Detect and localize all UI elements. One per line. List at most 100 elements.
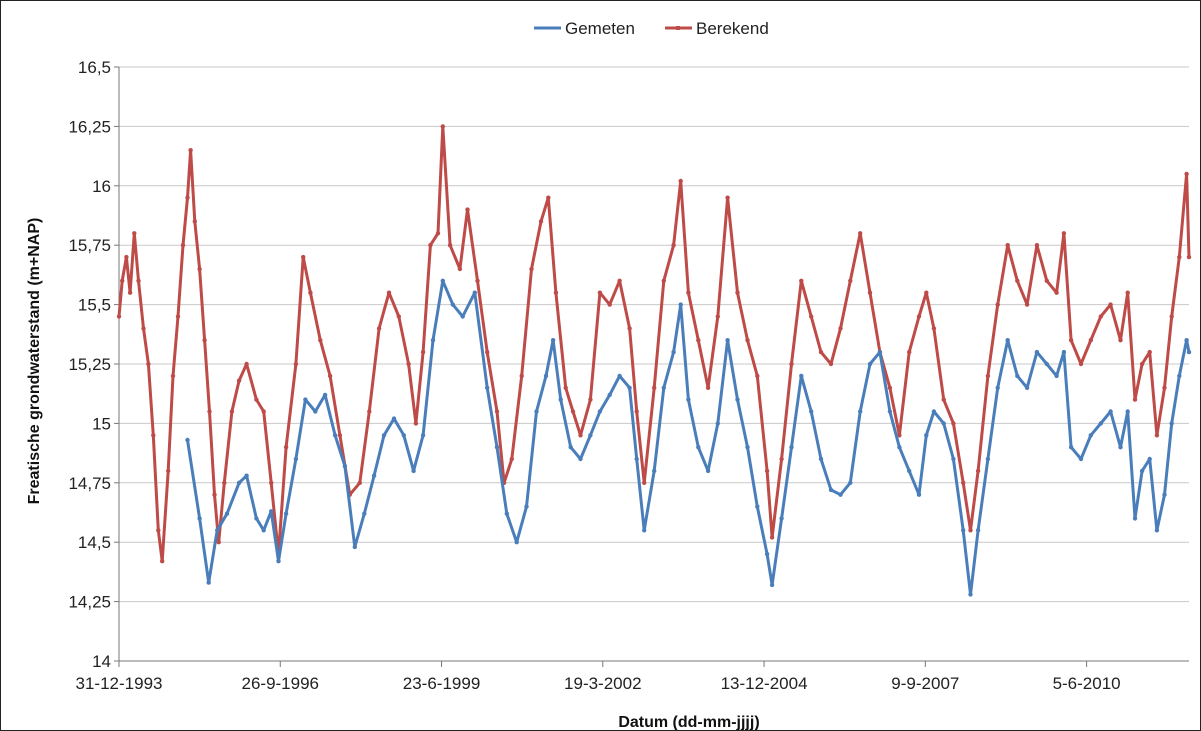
data-point-gemeten	[342, 464, 348, 469]
data-point-berekend	[1068, 338, 1074, 343]
data-point-berekend	[180, 243, 186, 248]
data-point-gemeten	[652, 468, 657, 474]
data-point-gemeten	[362, 511, 367, 516]
data-point-berekend	[818, 349, 824, 355]
data-point-gemeten	[924, 433, 929, 438]
data-point-gemeten	[1184, 338, 1189, 343]
data-point-berekend	[553, 290, 559, 295]
data-point-berekend	[789, 361, 794, 367]
data-point-berekend	[848, 278, 853, 283]
data-point-berekend	[705, 385, 711, 390]
data-point-gemeten	[215, 528, 220, 533]
data-point-gemeten	[848, 480, 853, 485]
data-point-gemeten	[686, 397, 691, 402]
data-point-berekend	[764, 468, 770, 474]
y-tick-label: 15,5	[78, 296, 111, 315]
data-point-gemeten	[916, 492, 922, 497]
data-point-gemeten	[818, 456, 824, 462]
data-point-berekend	[755, 373, 760, 379]
data-point-berekend	[828, 361, 834, 367]
data-point-gemeten	[352, 544, 357, 550]
data-point-gemeten	[261, 528, 266, 533]
data-point-berekend	[485, 349, 490, 355]
y-tick-label: 14,5	[78, 533, 111, 552]
axes: 14 14,25 14,5 14,75 15 15,25 15,5 15,75 16 16,25 1…	[68, 58, 1189, 693]
data-point-berekend	[146, 361, 151, 367]
data-point-berekend	[1015, 278, 1020, 283]
data-point-gemeten	[254, 516, 259, 521]
data-point-gemeten	[877, 349, 883, 355]
data-point-gemeten	[858, 409, 863, 414]
data-point-gemeten	[1088, 433, 1094, 438]
series-line-gemeten	[186, 279, 1191, 596]
data-point-gemeten	[504, 511, 509, 516]
data-point-berekend	[185, 195, 190, 200]
data-point-gemeten	[558, 397, 563, 402]
data-point-berekend	[1139, 361, 1145, 367]
data-point-berekend	[799, 278, 804, 283]
data-point-berekend	[985, 373, 991, 379]
y-tick-label: 14,25	[68, 593, 111, 612]
data-point-gemeten	[661, 385, 666, 390]
data-point-berekend	[1034, 243, 1040, 248]
data-point-gemeten	[401, 433, 406, 438]
data-point-gemeten	[332, 433, 338, 438]
data-point-berekend	[627, 326, 632, 331]
data-point-berekend	[1125, 290, 1130, 295]
data-point-berekend	[327, 373, 333, 379]
data-point-gemeten	[303, 397, 308, 402]
data-point-gemeten	[968, 592, 973, 597]
data-point-gemeten	[494, 445, 500, 450]
data-point-berekend	[715, 314, 720, 319]
data-point-gemeten	[907, 468, 912, 474]
data-point-berekend	[435, 231, 441, 236]
data-point-gemeten	[995, 385, 1000, 390]
data-point-berekend	[519, 373, 524, 379]
data-point-berekend	[617, 278, 622, 283]
data-point-berekend	[529, 266, 534, 272]
data-point-gemeten	[313, 409, 318, 414]
y-tick-label: 15,25	[68, 355, 111, 374]
data-point-berekend	[563, 385, 568, 390]
legend: Gemeten Berekend	[534, 19, 769, 38]
data-point-gemeten	[1125, 409, 1130, 414]
data-point-berekend	[809, 314, 814, 319]
data-point-berekend	[975, 468, 981, 474]
series-line-berekend	[117, 124, 1191, 563]
data-point-gemeten	[578, 456, 583, 462]
data-point-gemeten	[472, 290, 477, 295]
data-point-berekend	[1186, 254, 1192, 260]
data-point-berekend	[132, 231, 137, 236]
data-point-gemeten	[1186, 349, 1192, 355]
data-point-gemeten	[1034, 349, 1040, 355]
data-point-gemeten	[627, 385, 632, 390]
data-point-berekend	[120, 278, 125, 283]
data-point-gemeten	[460, 314, 465, 319]
data-point-berekend	[406, 361, 411, 367]
data-point-berekend	[261, 409, 266, 414]
data-point-berekend	[1147, 349, 1152, 355]
data-point-berekend	[838, 326, 843, 331]
data-point-berekend	[678, 178, 683, 184]
data-point-berekend	[457, 266, 463, 272]
data-point-berekend	[652, 385, 657, 390]
data-point-berekend	[337, 433, 343, 438]
data-point-gemeten	[961, 528, 966, 533]
data-point-berekend	[1132, 397, 1138, 402]
data-point-berekend	[376, 326, 382, 331]
data-point-gemeten	[1015, 373, 1020, 379]
data-point-gemeten	[1139, 468, 1145, 474]
data-point-berekend	[858, 231, 863, 236]
data-point-gemeten	[764, 551, 770, 557]
data-point-berekend	[160, 559, 165, 564]
data-point-gemeten	[1054, 373, 1059, 379]
data-point-gemeten	[430, 338, 436, 343]
series-lines	[116, 124, 1192, 597]
data-point-gemeten	[411, 468, 416, 474]
y-tick-label: 16	[92, 177, 111, 196]
data-point-gemeten	[440, 278, 445, 283]
data-point-berekend	[546, 195, 551, 200]
data-point-berekend	[1108, 302, 1113, 307]
data-point-berekend	[293, 361, 299, 367]
